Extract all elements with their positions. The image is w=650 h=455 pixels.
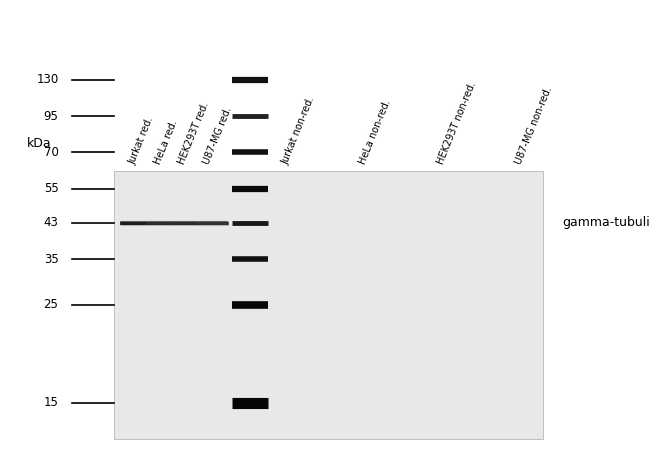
Text: Jurkat red.: Jurkat red. [127, 116, 155, 166]
Text: U87-MG non-red.: U87-MG non-red. [514, 86, 554, 166]
Text: HEK293T red.: HEK293T red. [177, 101, 211, 166]
Text: HeLa non-red.: HeLa non-red. [358, 99, 393, 166]
Text: 25: 25 [44, 298, 58, 311]
Text: 95: 95 [44, 110, 58, 122]
Text: 70: 70 [44, 146, 58, 159]
Text: HeLa red.: HeLa red. [152, 119, 179, 166]
Text: 35: 35 [44, 253, 58, 266]
FancyBboxPatch shape [114, 171, 543, 439]
Text: 43: 43 [44, 217, 58, 229]
Text: Jurkat non-red.: Jurkat non-red. [280, 95, 317, 166]
Text: kDa: kDa [27, 137, 52, 150]
Text: gamma-tubulin: gamma-tubulin [562, 217, 650, 229]
Text: 15: 15 [44, 396, 58, 409]
Text: 55: 55 [44, 182, 58, 195]
Text: 130: 130 [36, 73, 58, 86]
Text: U87-MG red.: U87-MG red. [202, 106, 234, 166]
Text: HEK293T non-red.: HEK293T non-red. [436, 81, 478, 166]
